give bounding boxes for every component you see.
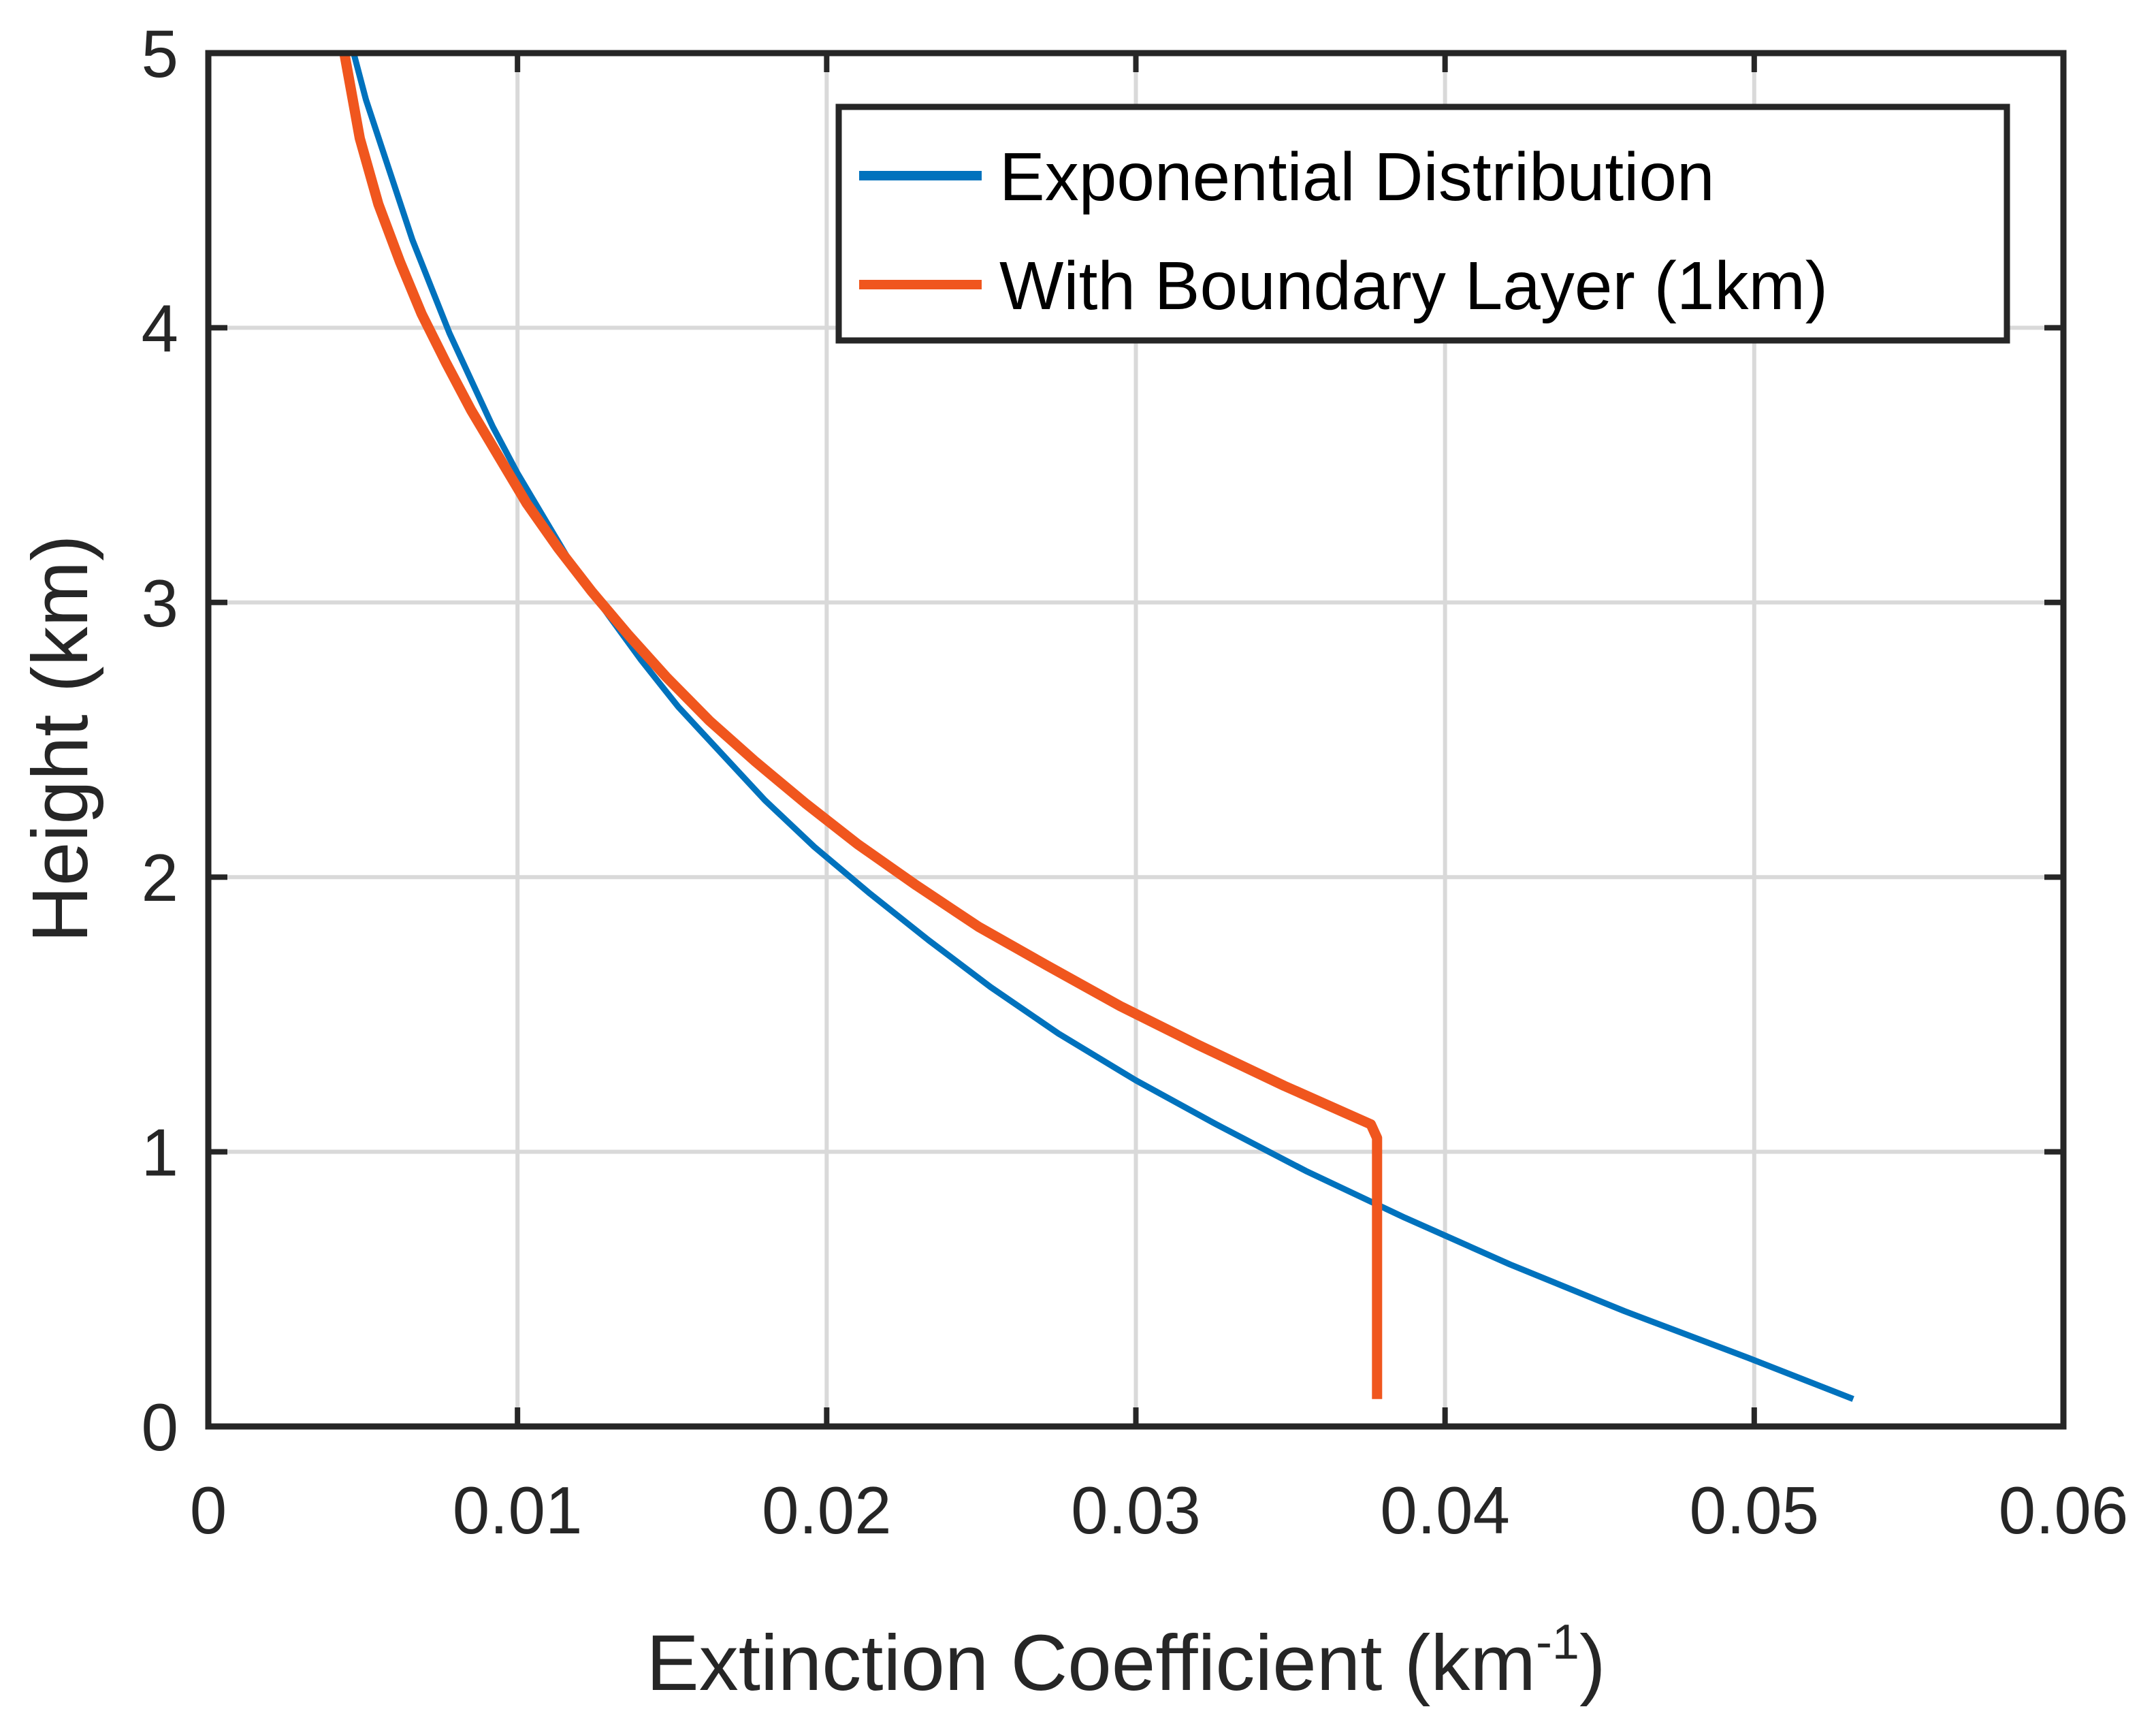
axes-box xyxy=(205,50,2067,1430)
series-line-boundary-layer xyxy=(339,52,1383,1399)
x-axis-label: Extinction Coefficient (km-1) xyxy=(646,1615,1605,1707)
y-tick-label: 2 xyxy=(141,840,178,915)
x-tick-label: 0.05 xyxy=(1689,1473,1819,1548)
series-line-exponential xyxy=(351,52,1854,1402)
legend: Exponential Distribution With Boundary L… xyxy=(835,103,2010,344)
y-tick-label: 3 xyxy=(141,566,178,641)
x-tick-label: 0.01 xyxy=(453,1473,583,1548)
x-tick-label: 0.02 xyxy=(762,1473,892,1548)
x-axis-label-text: Extinction Coefficient (km xyxy=(646,1618,1536,1707)
y-tick-label: 5 xyxy=(141,16,178,91)
y-tick-label: 4 xyxy=(141,291,178,366)
legend-label-boundary-layer: With Boundary Layer (1km) xyxy=(999,248,1828,324)
legend-label-exponential: Exponential Distribution xyxy=(999,139,1715,215)
x-tick-label: 0 xyxy=(190,1473,227,1548)
x-axis-label-suffix: ) xyxy=(1579,1618,1606,1707)
x-tick-label: 0.06 xyxy=(1999,1473,2129,1548)
x-tick-label: 0.03 xyxy=(1071,1473,1201,1548)
series-group xyxy=(339,52,1854,1402)
legend-box xyxy=(835,103,2010,344)
x-axis-label-superscript: -1 xyxy=(1536,1615,1579,1670)
x-tick-label: 0.04 xyxy=(1380,1473,1510,1548)
y-tick-label: 0 xyxy=(141,1390,178,1465)
tick-labels: 0 0.01 0.02 0.03 0.04 0.05 0.06 0 1 2 3 4 5 xyxy=(141,16,2128,1548)
y-tick-label: 1 xyxy=(141,1115,178,1190)
y-axis-label: Height (km) xyxy=(16,534,104,942)
